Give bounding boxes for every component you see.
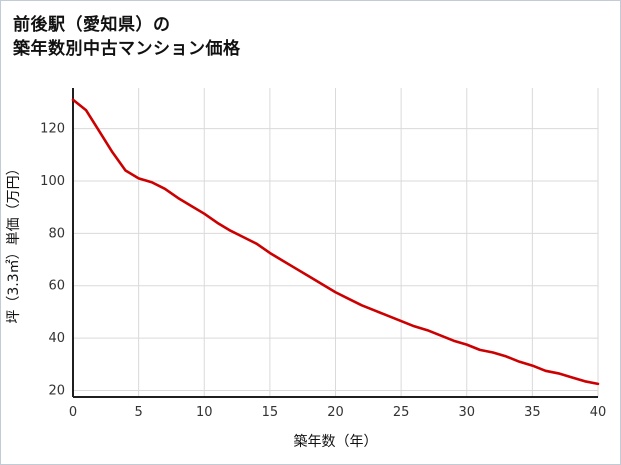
x-tick-label: 35 bbox=[524, 405, 541, 420]
x-axis-label: 築年数（年） bbox=[294, 434, 378, 450]
x-tick-label: 25 bbox=[393, 405, 410, 420]
x-tick-label: 0 bbox=[69, 405, 77, 420]
y-tick-label: 100 bbox=[40, 174, 65, 189]
y-tick-label: 40 bbox=[48, 331, 65, 346]
x-tick-label: 30 bbox=[458, 405, 475, 420]
x-tick-label: 5 bbox=[134, 405, 142, 420]
y-tick-label: 20 bbox=[48, 383, 65, 398]
y-tick-label: 80 bbox=[48, 226, 65, 241]
y-tick-label: 120 bbox=[40, 121, 65, 136]
line-chart: 0 5 10 15 20 25 30 35 40 20 40 60 80 100 120 築年数（年） 坪（3.… bbox=[6, 87, 607, 450]
price-series-line bbox=[71, 98, 600, 385]
x-tick-label: 20 bbox=[327, 405, 344, 420]
y-tick-label: 60 bbox=[48, 278, 65, 293]
chart-title-line-1: 前後駅（愛知県）の bbox=[13, 15, 171, 35]
x-tick-label: 40 bbox=[590, 405, 607, 420]
x-tick-label: 10 bbox=[196, 405, 213, 420]
y-axis-label: 坪（3.3㎡）単価（万円） bbox=[6, 161, 22, 323]
chart-title-line-2: 築年数別中古マンション価格 bbox=[13, 38, 241, 59]
chart-title: 前後駅（愛知県）の 築年数別中古マンション価格 bbox=[1, 1, 620, 62]
x-tick-label: 15 bbox=[262, 405, 279, 420]
